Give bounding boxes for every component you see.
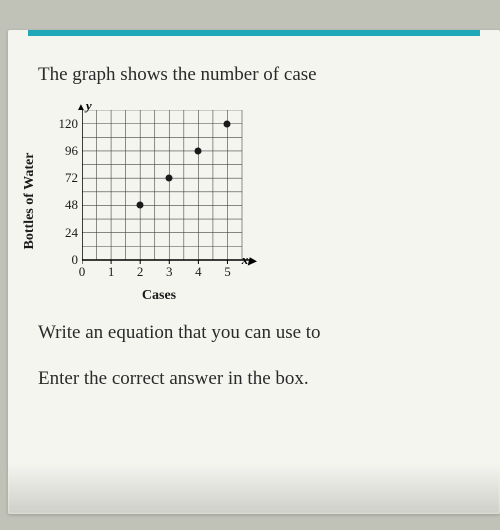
data-point: [224, 120, 231, 127]
header-bar: [28, 30, 480, 36]
x-tick-label: 2: [137, 264, 144, 280]
x-tick-label: 0: [79, 264, 86, 280]
x-tick-label: 1: [108, 264, 115, 280]
x-axis-marker: x▶: [242, 252, 256, 268]
data-point: [195, 147, 202, 154]
data-point: [166, 175, 173, 182]
x-tick-label: 4: [195, 264, 202, 280]
y-tick-label: 0: [48, 252, 78, 268]
y-tick-label: 24: [48, 225, 78, 241]
x-tick-label: 5: [224, 264, 231, 280]
y-axis-label: Bottles of Water: [22, 153, 38, 250]
plot-area: ▲y x▶ 024487296120012345: [82, 110, 242, 260]
y-tick-label: 72: [48, 170, 78, 186]
x-tick-label: 3: [166, 264, 173, 280]
y-tick-label: 48: [48, 197, 78, 213]
page-container: The graph shows the number of case Bottl…: [8, 30, 500, 514]
chart-grid: [82, 110, 254, 266]
instruction-text: Write an equation that you can use to: [38, 322, 500, 344]
y-axis-marker: ▲y: [76, 98, 92, 114]
answer-text: Enter the correct answer in the box.: [38, 368, 500, 390]
intro-text: The graph shows the number of case: [38, 64, 500, 86]
chart-container: Bottles of Water Cases ▲y x▶ 02448729612…: [38, 106, 258, 296]
blur-overlay: [8, 464, 500, 514]
y-tick-label: 120: [48, 116, 78, 132]
x-axis-label: Cases: [142, 288, 176, 304]
data-point: [137, 202, 144, 209]
y-tick-label: 96: [48, 143, 78, 159]
